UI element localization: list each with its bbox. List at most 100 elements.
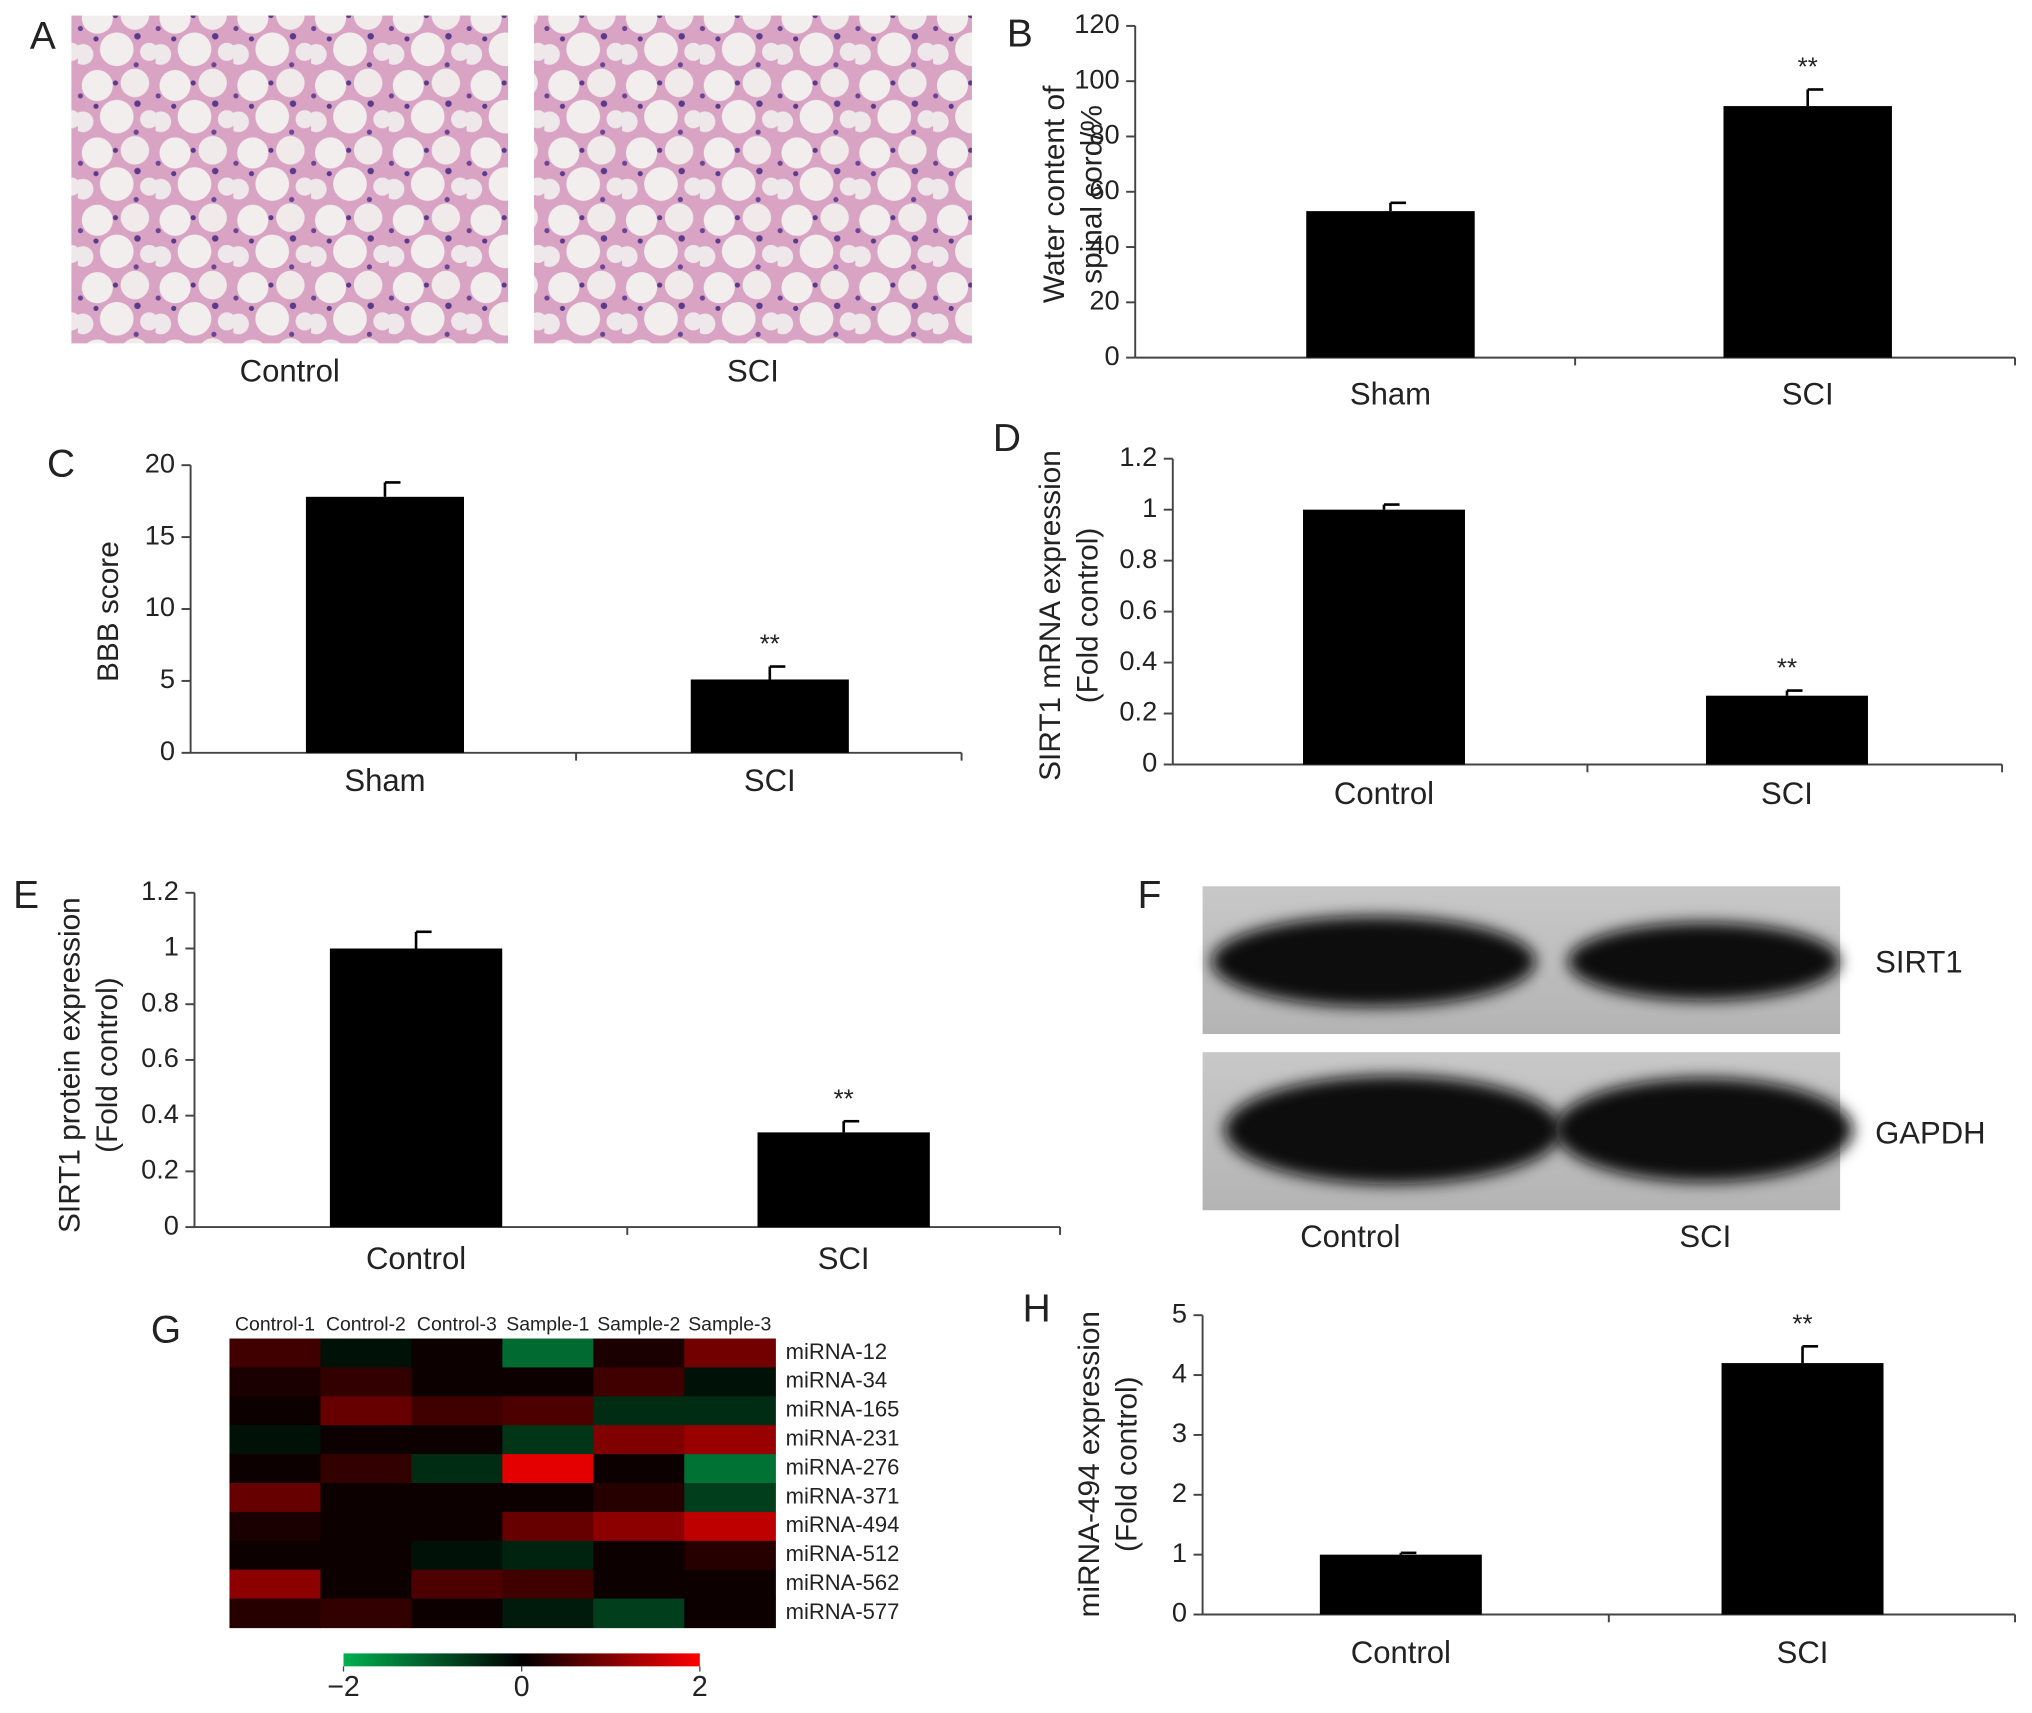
heatmap-cell (229, 1367, 322, 1397)
significance-label: ** (834, 1085, 854, 1113)
y-tick-label: 0.6 (141, 1042, 179, 1073)
heatmap-cell (684, 1396, 776, 1426)
x-tick-label: SCI (818, 1241, 870, 1276)
heatmap-cell (229, 1569, 322, 1600)
y-axis-label: (Fold control) (1111, 1376, 1144, 1552)
y-axis-label: BBB score (92, 541, 125, 682)
heatmap-cell (684, 1338, 776, 1369)
heatmap-cell (593, 1338, 685, 1369)
y-axis-label: SIRT1 protein expression (53, 897, 86, 1233)
heatmap-cell (320, 1511, 413, 1542)
y-axis-label: Water content of (1038, 85, 1071, 303)
y-tick-label: 10 (145, 591, 175, 622)
bar (757, 1132, 930, 1228)
heatmap-cell (411, 1598, 504, 1629)
bar (1319, 1554, 1482, 1615)
x-tick-label: Sham (1350, 377, 1431, 412)
heatmap-cell (502, 1454, 594, 1484)
heatmap-cell (502, 1338, 594, 1369)
heatmap-cell (593, 1367, 685, 1397)
y-tick-label: 80 (1089, 119, 1119, 150)
x-tick-label: Control (366, 1241, 466, 1276)
y-tick-label: 1.2 (1119, 441, 1157, 472)
column-label: Sample-2 (597, 1314, 680, 1336)
heatmap-cell (229, 1454, 322, 1484)
heatmap-cell (684, 1367, 776, 1397)
y-tick-label: 0.4 (141, 1098, 179, 1129)
blot-band (1224, 1075, 1562, 1185)
heatmap-cell (411, 1396, 504, 1426)
heatmap-cell (320, 1396, 413, 1426)
heatmap-cell (502, 1540, 594, 1571)
heatmap-cell (320, 1540, 413, 1571)
bar (1723, 106, 1892, 358)
histology-image (533, 15, 972, 344)
row-label: miRNA-562 (786, 1570, 900, 1595)
heatmap-cell (502, 1425, 594, 1455)
y-axis-label: (Fold control) (91, 977, 124, 1153)
row-label: miRNA-165 (786, 1397, 900, 1422)
y-axis-label: SIRT1 mRNA expression (1034, 450, 1067, 781)
y-tick-label: 100 (1074, 63, 1119, 94)
row-label: miRNA-276 (786, 1454, 900, 1479)
row-label: miRNA-371 (786, 1483, 900, 1508)
y-tick-label: 0.6 (1119, 594, 1157, 625)
heatmap-cell (502, 1396, 594, 1426)
y-tick-label: 20 (145, 447, 175, 478)
y-tick-label: 40 (1089, 229, 1119, 260)
panel-letter: A (30, 15, 56, 58)
panel-letter: C (47, 443, 75, 486)
row-label: miRNA-12 (786, 1339, 888, 1364)
panel-letter: H (1023, 1288, 1051, 1331)
bar (1721, 1363, 1884, 1615)
y-tick-label: 2 (1172, 1477, 1187, 1508)
heatmap-cell (593, 1396, 685, 1426)
colorbar-tick-label: 2 (692, 1671, 708, 1703)
y-tick-label: 4 (1172, 1357, 1187, 1388)
heatmap-cell (593, 1569, 685, 1600)
significance-label: ** (760, 631, 780, 659)
y-tick-label: 15 (145, 519, 175, 550)
x-tick-label: Control (1351, 1635, 1451, 1670)
y-tick-label: 1 (1172, 1537, 1187, 1568)
heatmap-cell (229, 1425, 322, 1455)
heatmap-cell (684, 1569, 776, 1600)
y-tick-label: 0 (1172, 1597, 1187, 1628)
row-label: miRNA-34 (786, 1368, 888, 1393)
significance-label: ** (1798, 54, 1818, 82)
heatmap-cell (320, 1569, 413, 1600)
heatmap-cell (684, 1483, 776, 1513)
y-tick-label: 5 (1172, 1297, 1187, 1328)
heatmap-cell (684, 1511, 776, 1542)
heatmap-cell (502, 1569, 594, 1600)
bar (690, 679, 849, 753)
heatmap-cell (320, 1483, 413, 1513)
x-tick-label: SCI (1782, 377, 1834, 412)
y-tick-label: 0.2 (1119, 696, 1157, 727)
heatmap-cell (502, 1598, 594, 1629)
y-tick-label: 0 (1105, 340, 1120, 371)
panel-letter: B (1007, 13, 1033, 56)
bar (1705, 695, 1868, 765)
lane-label: Control (1300, 1219, 1400, 1254)
heatmap-cell (411, 1338, 504, 1369)
heatmap-cell (684, 1425, 776, 1455)
heatmap-cell (502, 1367, 594, 1397)
heatmap-cell (229, 1396, 322, 1426)
heatmap-cell (229, 1511, 322, 1542)
heatmap-cell (320, 1425, 413, 1455)
bar (329, 948, 503, 1228)
heatmap-cell (502, 1483, 594, 1513)
row-label: miRNA-231 (786, 1425, 900, 1450)
blot-band (1211, 916, 1536, 1007)
x-tick-label: SCI (1777, 1635, 1829, 1670)
heatmap-cell (229, 1338, 322, 1369)
significance-label: ** (1792, 1310, 1812, 1338)
lane-label: SCI (1679, 1219, 1731, 1254)
heatmap-cell (320, 1338, 413, 1369)
y-axis-label: (Fold control) (1072, 528, 1105, 704)
heatmap-cell (411, 1454, 504, 1484)
heatmap-cell (229, 1483, 322, 1513)
blot-band (1555, 1078, 1854, 1182)
